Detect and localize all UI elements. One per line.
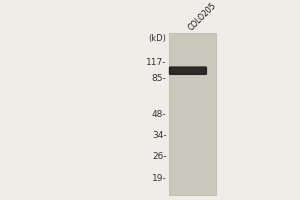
- Text: 48-: 48-: [152, 110, 167, 119]
- Text: COLO205: COLO205: [187, 0, 219, 32]
- Text: (kD): (kD): [148, 34, 166, 43]
- Text: 34-: 34-: [152, 131, 167, 140]
- Text: 117-: 117-: [146, 58, 166, 67]
- Text: 85-: 85-: [152, 74, 167, 83]
- FancyBboxPatch shape: [169, 67, 206, 74]
- Bar: [169, 33, 216, 195]
- Text: 19-: 19-: [152, 174, 167, 183]
- Text: 26-: 26-: [152, 152, 167, 161]
